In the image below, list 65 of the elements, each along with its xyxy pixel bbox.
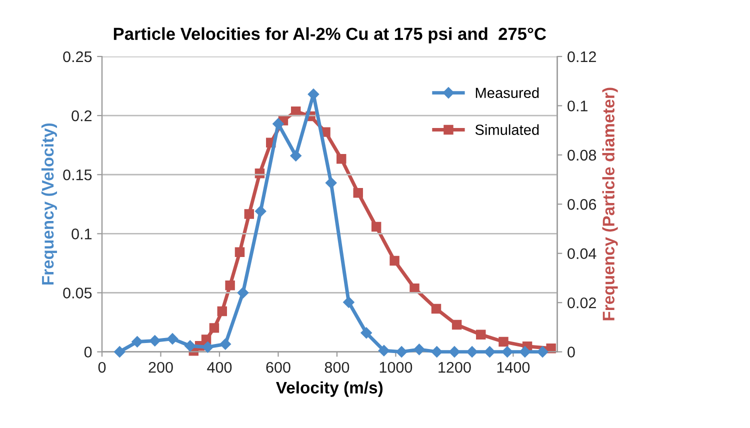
point <box>114 346 126 358</box>
x-tick-label: 400 <box>207 362 232 373</box>
point <box>237 287 249 298</box>
point <box>390 256 400 266</box>
point <box>452 320 462 330</box>
point <box>396 346 408 358</box>
point <box>431 304 442 314</box>
x-tick-label: 1000 <box>380 362 412 373</box>
y-tick-label: 0.15 <box>63 169 92 180</box>
point <box>502 346 513 358</box>
point <box>371 222 382 232</box>
y2-axis-title: Frequency (Particle diameter) <box>602 88 618 320</box>
point <box>448 346 460 358</box>
point <box>217 306 227 316</box>
x-axis-title: Velocity (m/s) <box>276 381 383 397</box>
point <box>343 296 354 308</box>
point <box>202 341 214 353</box>
chart-title: Particle Velocities for Al-2% Cu at 175 psi and 275°C <box>114 27 546 44</box>
point <box>132 336 143 348</box>
legend-label: Measured <box>476 87 539 98</box>
point <box>254 206 266 217</box>
y-tick-label: 0.25 <box>63 51 92 62</box>
point <box>166 333 178 344</box>
point <box>536 346 548 358</box>
y-tick-label: 0.1 <box>72 228 92 240</box>
x-tick-label: 1400 <box>497 362 530 373</box>
legend-label: Simulated <box>475 124 539 135</box>
y2-tick-label: 0 <box>568 346 575 358</box>
point <box>519 346 531 358</box>
point <box>325 177 337 188</box>
point <box>336 154 346 164</box>
y2-tick-label: 0.04 <box>568 248 596 260</box>
x-tick-label: 800 <box>324 362 350 373</box>
y-tick-label: 0.05 <box>63 288 92 298</box>
x-tick-label: 200 <box>148 362 173 373</box>
x-tick-label: 1200 <box>438 362 471 373</box>
y-tick-label: 0 <box>84 346 92 358</box>
point <box>184 340 196 352</box>
point <box>466 346 478 358</box>
point <box>353 188 363 198</box>
y2-tick-label: 0.08 <box>568 150 596 161</box>
point <box>149 335 160 346</box>
point <box>414 344 425 356</box>
y2-tick-label: 0.06 <box>568 199 596 210</box>
y-tick-label: 0.2 <box>72 110 92 122</box>
x-tick-label: 600 <box>266 362 290 373</box>
point <box>431 346 442 358</box>
point <box>244 209 254 219</box>
point <box>225 280 235 290</box>
point <box>378 345 390 356</box>
point <box>410 283 420 294</box>
point <box>220 338 231 350</box>
point <box>272 118 284 130</box>
x-tick-label: 0 <box>98 362 106 373</box>
point <box>498 336 508 347</box>
point <box>484 346 496 358</box>
point <box>234 247 245 258</box>
y2-tick-label: 0.1 <box>568 100 588 112</box>
point <box>209 323 220 333</box>
point <box>476 330 486 340</box>
point <box>290 150 302 162</box>
y2-tick-label: 0.02 <box>568 297 596 308</box>
y2-tick-label: 0.12 <box>568 51 596 62</box>
y-axis-title: Frequency (Velocity) <box>41 123 57 285</box>
point <box>360 327 372 339</box>
